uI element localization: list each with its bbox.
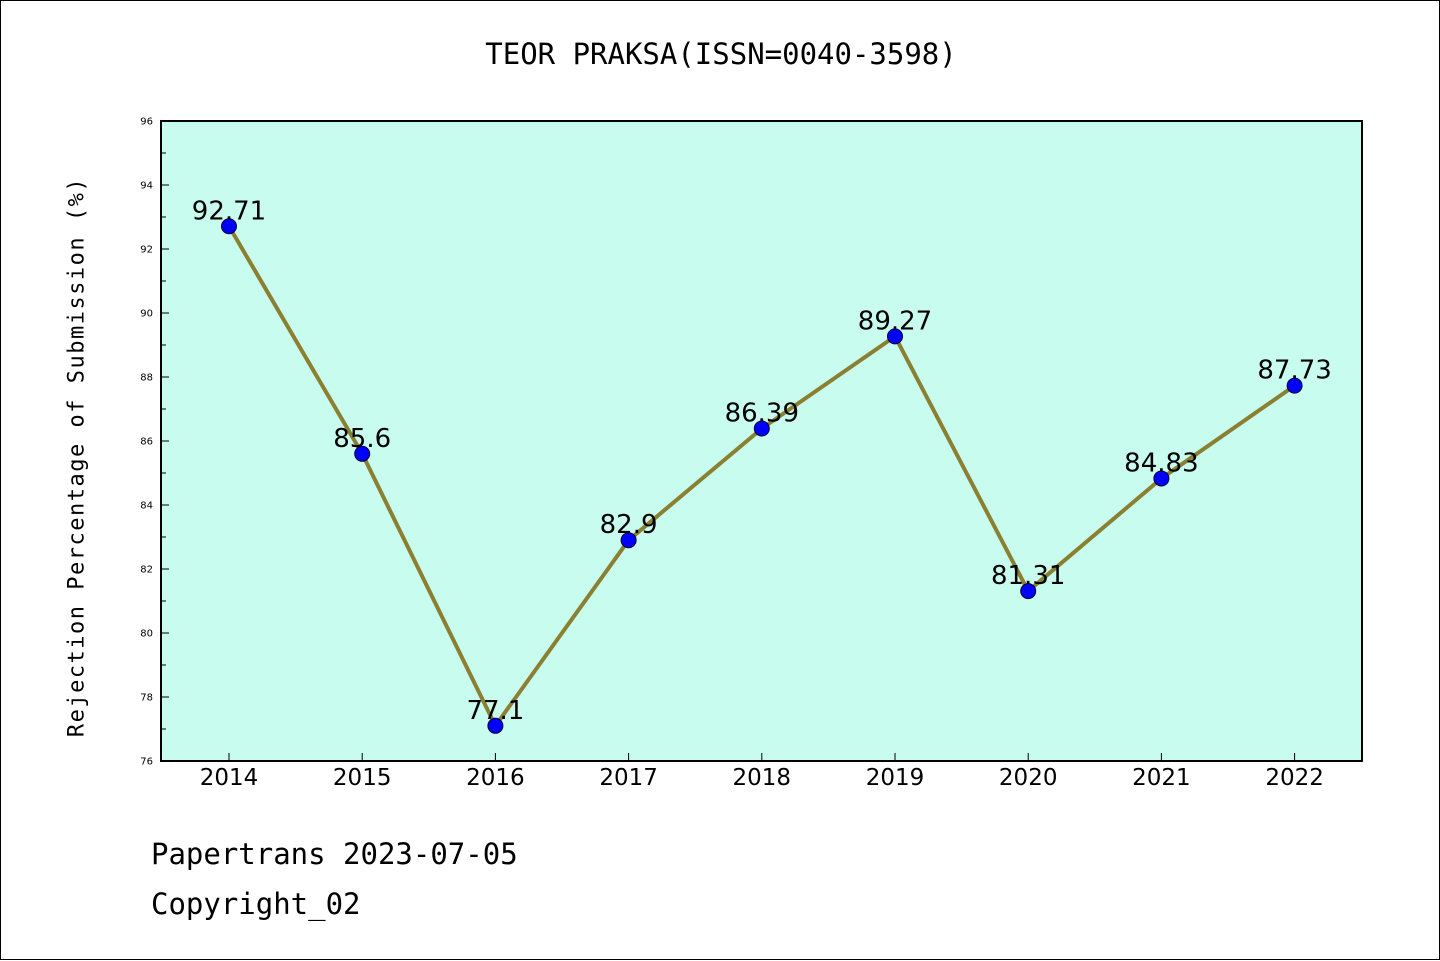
data-point	[221, 218, 237, 235]
data-label: 86.39	[725, 399, 799, 429]
x-tick-label: 2018	[733, 765, 792, 791]
footer-date: Papertrans 2023-07-05	[151, 837, 518, 871]
x-tick-label: 2022	[1265, 765, 1324, 791]
plot-border	[160, 120, 1363, 762]
x-axis: 2014 2015 2016 2017 2018 2019 2020 2021 2022	[200, 753, 1324, 791]
data-point	[354, 445, 371, 462]
data-label: 81.31	[991, 561, 1065, 591]
x-tick-label: 2014	[200, 765, 259, 791]
data-label: 89.27	[858, 306, 932, 336]
data-label: 87.73	[1257, 356, 1331, 386]
y-tick-label: 78	[140, 693, 153, 704]
y-tick-label: 82	[140, 565, 153, 576]
x-tick-label: 2015	[333, 765, 392, 791]
x-tick-label: 2021	[1132, 765, 1191, 791]
chart-title: TEOR PRAKSA(ISSN=0040-3598)	[485, 37, 957, 71]
x-tick-label: 2016	[466, 765, 525, 791]
data-points	[221, 218, 1303, 734]
data-label: 92.71	[192, 196, 266, 226]
y-tick-label: 96	[140, 117, 153, 128]
x-tick-label: 2019	[866, 765, 925, 791]
data-label: 82.9	[600, 510, 658, 540]
data-label: 84.83	[1124, 448, 1198, 478]
x-tick-label: 2017	[599, 765, 658, 791]
data-point	[753, 420, 770, 437]
y-tick-label: 76	[140, 757, 153, 768]
data-label: 85.6	[333, 424, 391, 454]
y-tick-label: 90	[140, 309, 153, 320]
data-point	[1020, 583, 1037, 600]
data-point	[1286, 377, 1303, 394]
data-point	[487, 717, 504, 734]
y-tick-label: 88	[140, 373, 153, 384]
data-label: 77.1	[466, 696, 524, 726]
data-point	[1153, 470, 1170, 487]
data-point	[887, 328, 903, 345]
x-tick-label: 2020	[999, 765, 1058, 791]
y-tick-label: 86	[140, 437, 153, 448]
footer-copyright: Copyright_02	[151, 887, 361, 921]
data-point	[620, 532, 637, 549]
y-axis: 76 78 80 82 84 86 88 90 92 94 96	[140, 117, 169, 768]
plot-area	[161, 121, 1362, 761]
y-tick-label: 92	[140, 245, 153, 256]
y-tick-label: 80	[140, 629, 153, 640]
data-labels: 92.71 85.6 77.1 82.9 86.39 89.27 81.31 84.83 87.…	[192, 196, 1332, 726]
y-tick-label: 94	[140, 181, 153, 192]
y-tick-label: 84	[140, 501, 153, 512]
